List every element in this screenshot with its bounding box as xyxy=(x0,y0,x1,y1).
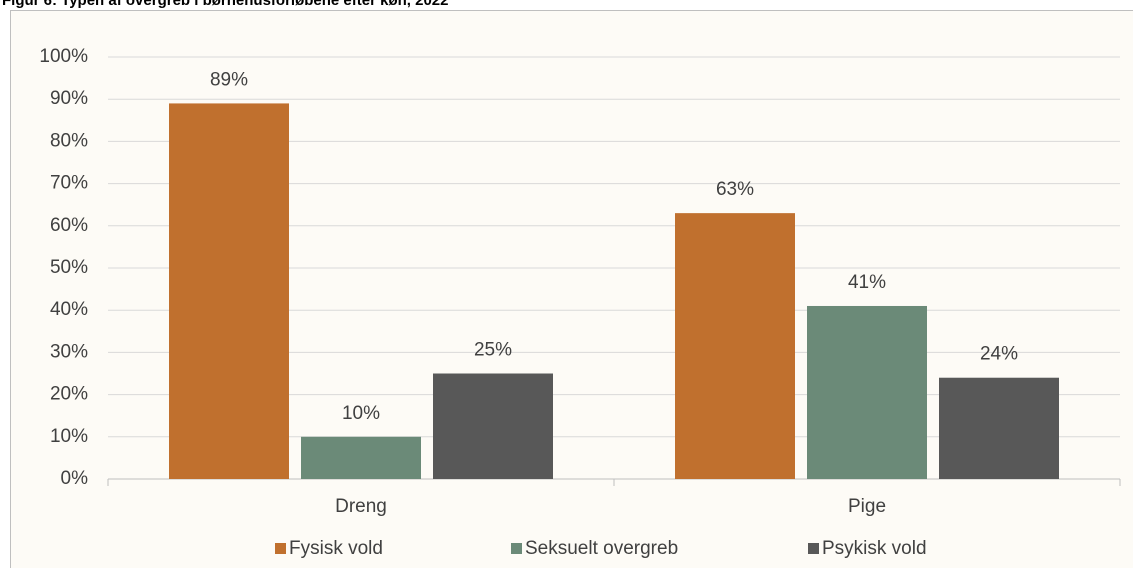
data-label: 89% xyxy=(210,69,248,90)
legend-label: Fysisk vold xyxy=(289,538,383,559)
bar xyxy=(301,436,421,479)
chart-title: Figur 6: Typen af overgreb i børnehusfor… xyxy=(2,0,448,9)
legend-swatch xyxy=(808,543,819,554)
data-label: 10% xyxy=(342,403,380,424)
bar xyxy=(433,373,553,479)
bar xyxy=(807,305,927,479)
legend-label: Seksuelt overgreb xyxy=(525,538,678,559)
bar xyxy=(939,377,1059,479)
y-tick-label: 30% xyxy=(50,341,88,362)
data-label: 41% xyxy=(848,272,886,293)
bar xyxy=(675,213,795,479)
y-tick-label: 80% xyxy=(50,130,88,151)
data-label: 24% xyxy=(980,344,1018,365)
y-tick-label: 10% xyxy=(50,426,88,447)
y-tick-label: 40% xyxy=(50,299,88,320)
x-tick-label: Pige xyxy=(848,496,886,517)
data-label: 63% xyxy=(716,179,754,200)
x-tick-label: Dreng xyxy=(335,496,387,517)
y-tick-label: 90% xyxy=(50,88,88,109)
y-tick-label: 70% xyxy=(50,173,88,194)
y-tick-label: 50% xyxy=(50,257,88,278)
legend-swatch xyxy=(511,543,522,554)
bar xyxy=(169,103,289,480)
legend-swatch xyxy=(275,543,286,554)
data-label: 25% xyxy=(474,340,512,361)
y-tick-label: 20% xyxy=(50,384,88,405)
legend-label: Psykisk vold xyxy=(822,538,927,559)
y-tick-label: 0% xyxy=(61,468,89,489)
y-tick-label: 60% xyxy=(50,215,88,236)
y-tick-label: 100% xyxy=(39,46,88,67)
